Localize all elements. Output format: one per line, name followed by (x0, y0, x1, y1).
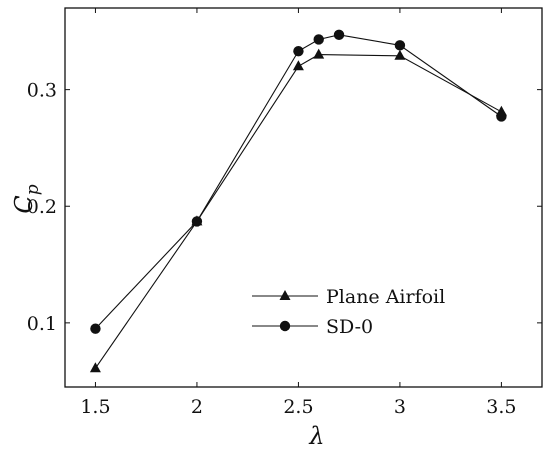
series-line-plane-airfoil (94, 54, 502, 369)
series-layer (89, 29, 507, 373)
y-axis-label-main: C (10, 195, 38, 213)
legend: Plane Airfoil SD-0 (252, 286, 445, 338)
data-point-sd-0 (293, 45, 304, 57)
x-tick-label: 3 (394, 396, 406, 418)
data-point-sd-0 (394, 40, 406, 51)
x-tick-label: 3.5 (486, 396, 516, 418)
y-tick-label: 0.3 (27, 80, 57, 102)
ticks-layer: 1.5 2 2.5 3 3.5 0.1 0.2 0.3 (27, 8, 542, 418)
data-point-plane-airfoil (292, 60, 304, 71)
legend-entry-plane-airfoil: Plane Airfoil (252, 286, 445, 308)
data-point-sd-0 (90, 323, 101, 334)
y-axis-label-sub: p (23, 184, 43, 195)
data-point-sd-0 (333, 29, 345, 41)
plot-frame (64, 7, 543, 388)
data-point-plane-airfoil (313, 48, 325, 59)
legend-marker-sd-0 (279, 320, 291, 332)
data-point-plane-airfoil (89, 362, 101, 373)
legend-entry-sd-0: SD-0 (252, 316, 373, 338)
data-point-sd-0 (313, 34, 324, 45)
series-line-sd-0 (95, 34, 502, 330)
legend-label-plane-airfoil: Plane Airfoil (326, 286, 445, 308)
y-axis-label: Cp (10, 184, 43, 213)
x-tick-label: 2 (191, 396, 203, 418)
data-point-sd-0 (496, 111, 507, 122)
y-tick-label: 0.2 (27, 196, 57, 218)
x-tick-label: 2.5 (283, 396, 313, 418)
data-point-sd-0 (191, 216, 203, 227)
x-axis-label: λ (308, 422, 324, 450)
legend-label-sd-0: SD-0 (326, 316, 373, 338)
legend-marker-plane-airfoil (279, 290, 291, 300)
data-point-plane-airfoil (394, 49, 406, 60)
x-tick-label: 1.5 (80, 396, 110, 418)
y-tick-label: 0.1 (27, 313, 57, 335)
